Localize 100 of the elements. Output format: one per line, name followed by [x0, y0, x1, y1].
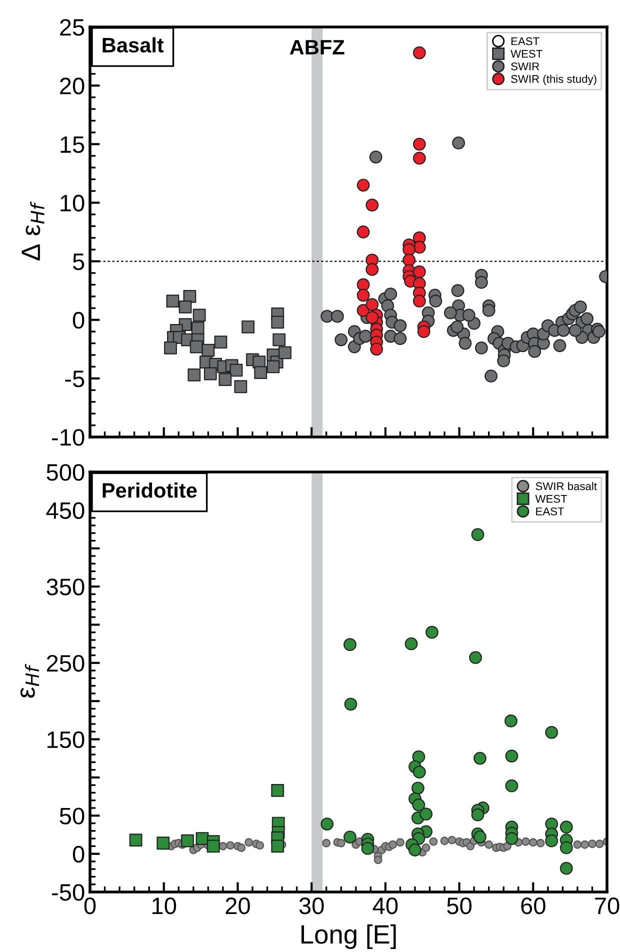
legend-label: WEST — [535, 494, 568, 503]
point — [412, 152, 426, 165]
point — [417, 325, 430, 338]
point — [484, 840, 494, 849]
point — [178, 300, 192, 314]
y-tick-label: 10 — [60, 194, 84, 212]
legend-label: SWIR — [511, 62, 540, 70]
point — [411, 782, 424, 795]
point — [254, 366, 268, 380]
y-tick-label: 350 — [46, 578, 84, 596]
chart-title: Peridotite — [102, 482, 197, 498]
y-tick-label: 50 — [60, 808, 84, 824]
point — [272, 333, 286, 346]
point — [164, 342, 177, 354]
y-tick-label: 15 — [60, 136, 84, 153]
point — [469, 651, 482, 664]
point — [412, 265, 426, 278]
point — [426, 626, 438, 639]
legend-label: WEST — [510, 50, 542, 58]
point — [204, 367, 217, 380]
point — [374, 856, 382, 864]
point — [129, 834, 142, 847]
point — [320, 818, 334, 830]
point — [504, 714, 518, 728]
x-tick-label: 10 — [152, 897, 176, 914]
point — [412, 46, 426, 60]
point — [402, 243, 416, 256]
y-tick-label: 500 — [46, 464, 84, 481]
point — [412, 750, 426, 764]
point — [396, 838, 404, 847]
point — [230, 364, 243, 377]
point — [271, 840, 284, 853]
point — [366, 298, 379, 312]
x-tick-label: 40 — [372, 897, 398, 914]
band-label: ABFZ — [290, 40, 344, 54]
y-tick-label: -5 — [65, 370, 84, 388]
point — [505, 779, 518, 792]
y-tick-label: 25 — [60, 19, 84, 36]
point — [188, 368, 201, 382]
x-tick-label: 50 — [447, 897, 472, 914]
y-axis-title: ε$_{Hf}$ — [20, 664, 39, 698]
point — [474, 830, 486, 844]
point — [266, 360, 280, 374]
point — [412, 294, 426, 308]
point — [370, 342, 384, 356]
point — [356, 178, 370, 192]
point — [166, 294, 180, 308]
point — [356, 278, 370, 292]
point — [560, 820, 573, 834]
point — [505, 750, 518, 763]
y-tick-label: 0 — [72, 312, 84, 329]
point — [214, 336, 228, 349]
point — [536, 838, 545, 848]
point — [440, 836, 449, 846]
point — [560, 862, 573, 875]
point — [474, 752, 486, 765]
point — [560, 841, 573, 854]
point — [580, 840, 590, 849]
point — [256, 841, 264, 850]
y-tick-label: -50 — [52, 884, 84, 901]
point — [505, 832, 518, 845]
annotation: EAST — [511, 37, 540, 46]
point — [448, 836, 456, 844]
point — [471, 528, 484, 542]
y-tick-label: -10 — [52, 429, 84, 446]
point — [402, 254, 416, 267]
point — [422, 843, 430, 852]
point — [522, 837, 530, 846]
point — [206, 840, 220, 853]
point — [192, 308, 206, 322]
x-axis-title: Long [E] — [302, 924, 396, 950]
point — [366, 198, 379, 212]
point — [202, 344, 215, 357]
point — [344, 638, 356, 652]
chart-title: Basalt — [102, 37, 164, 53]
point — [588, 840, 596, 848]
point — [226, 841, 235, 850]
point — [408, 844, 422, 856]
point — [234, 380, 248, 394]
y-tick-label: 0 — [72, 846, 84, 863]
x-tick-label: 60 — [521, 897, 546, 914]
point — [420, 808, 432, 821]
y-tick-label: 250 — [46, 654, 84, 672]
point — [344, 698, 358, 711]
y-tick-label: 450 — [46, 502, 84, 519]
point — [181, 834, 194, 848]
point — [191, 322, 204, 335]
point — [271, 784, 284, 797]
point — [278, 346, 292, 360]
point — [356, 288, 370, 302]
point — [429, 837, 438, 846]
point — [595, 840, 604, 848]
y-tick-label: 150 — [48, 731, 84, 748]
legend-label: SWIR (this study) — [511, 74, 596, 86]
point — [344, 830, 356, 844]
x-tick-label: 0 — [84, 897, 96, 914]
point — [545, 834, 558, 848]
point — [388, 840, 398, 849]
point — [366, 263, 379, 276]
point — [545, 726, 558, 739]
